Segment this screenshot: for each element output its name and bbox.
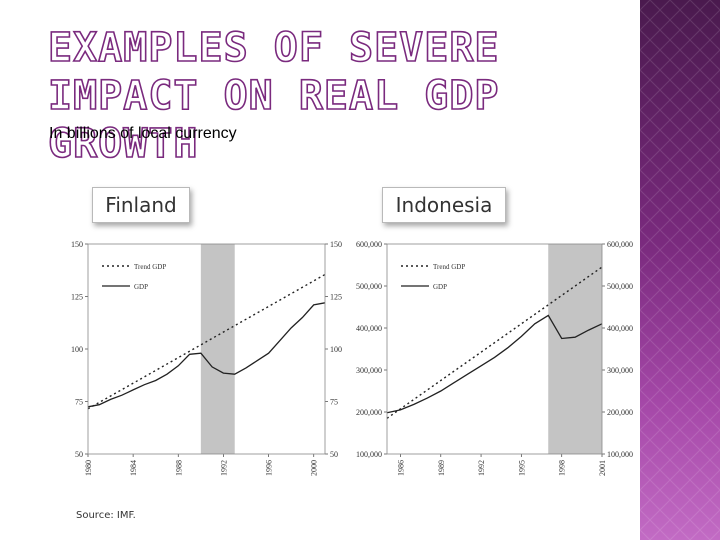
x-tick-label: 1996	[265, 460, 274, 476]
finland-label: Finland	[92, 187, 190, 223]
y-tick-label-right: 400,000	[607, 324, 633, 333]
y-tick-label-right: 600,000	[607, 240, 633, 249]
legend-trend-label: Trend GDP	[433, 263, 465, 271]
y-tick-label-right: 75	[330, 398, 338, 407]
recession-shading	[548, 244, 602, 454]
indonesia-chart: 100,000 100,000 200,000 200,000 300,000 300,0…	[356, 240, 633, 476]
x-tick-label: 1980	[84, 460, 93, 476]
y-tick-label-left: 100	[71, 345, 83, 354]
y-tick-label-left: 300,000	[356, 366, 382, 375]
legend-trend-label: Trend GDP	[134, 263, 166, 271]
y-tick-label-right: 300,000	[607, 366, 633, 375]
plot-frame	[386, 243, 603, 455]
slide-subtitle: In billions of local currency	[49, 125, 237, 142]
recession-shading	[200, 244, 235, 454]
legend-gdp-label: GDP	[433, 283, 447, 291]
y-tick-label-right: 100,000	[607, 450, 633, 459]
legend-gdp-label: GDP	[134, 283, 148, 291]
y-tick-label-left: 200,000	[356, 408, 382, 417]
y-tick-label-left: 150	[71, 240, 83, 249]
y-tick-label-right: 50	[330, 450, 338, 459]
y-tick-label-left: 75	[75, 398, 83, 407]
indonesia-label: Indonesia	[382, 187, 506, 223]
x-tick-label: 1986	[396, 460, 405, 476]
finland-chart: 50 50 75 75 100 100 125 125 150 150 1980 1984 1988 19…	[71, 240, 342, 476]
y-tick-label-right: 150	[330, 240, 342, 249]
x-tick-label: 1995	[517, 460, 526, 476]
x-tick-label: 1984	[129, 460, 138, 476]
plot-frame	[87, 243, 326, 455]
x-tick-label: 1989	[437, 460, 446, 476]
x-tick-label: 1998	[558, 460, 567, 476]
diamond-pattern	[640, 0, 720, 540]
x-tick-label: 2001	[598, 460, 607, 476]
y-tick-label-left: 100,000	[356, 450, 382, 459]
x-tick-label: 1988	[174, 460, 183, 476]
slide-title: EXAMPLES OF SEVERE IMPACT ON REAL GDP GR…	[47, 24, 500, 168]
trend-gdp-line	[386, 266, 603, 419]
y-tick-label-left: 600,000	[356, 240, 382, 249]
gdp-line	[87, 302, 326, 408]
source-note: Source: IMF.	[76, 510, 136, 521]
y-tick-label-right: 100	[330, 345, 342, 354]
y-tick-label-left: 50	[75, 450, 83, 459]
y-tick-label-left: 400,000	[356, 324, 382, 333]
x-tick-label: 2000	[310, 460, 319, 476]
y-tick-label-left: 125	[71, 293, 83, 302]
y-tick-label-right: 125	[330, 293, 342, 302]
y-tick-label-left: 500,000	[356, 282, 382, 291]
x-tick-label: 1992	[477, 460, 486, 476]
x-tick-label: 1992	[219, 460, 228, 476]
trend-gdp-line	[87, 273, 326, 410]
gdp-line	[386, 314, 603, 414]
y-tick-label-right: 500,000	[607, 282, 633, 291]
decorative-side-band	[640, 0, 720, 540]
y-tick-label-right: 200,000	[607, 408, 633, 417]
